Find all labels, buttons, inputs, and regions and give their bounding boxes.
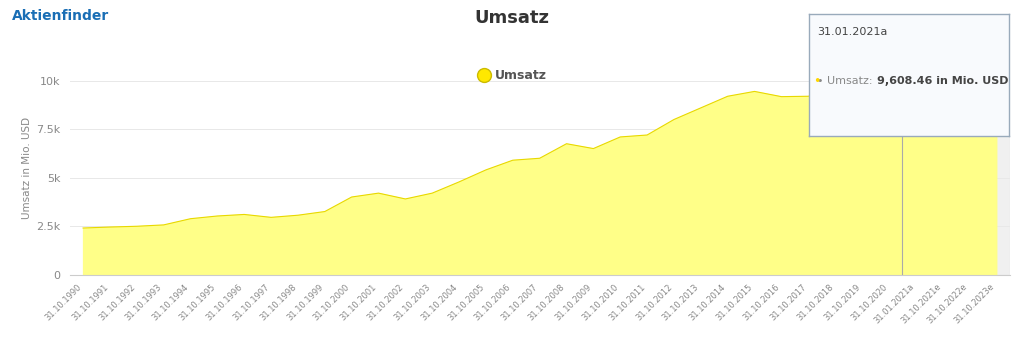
- Text: •: •: [813, 75, 820, 88]
- Text: • Umsatz:: • Umsatz:: [817, 76, 877, 86]
- Bar: [902, 61, 1010, 275]
- Text: Prognose: Prognose: [924, 86, 975, 95]
- Text: Umsatz: Umsatz: [474, 9, 550, 27]
- Text: 31.01.2021a: 31.01.2021a: [817, 27, 888, 37]
- Legend: Umsatz: Umsatz: [472, 64, 552, 87]
- Text: Aktienfinder: Aktienfinder: [12, 9, 110, 23]
- Text: 9,608.46 in Mio. USD: 9,608.46 in Mio. USD: [877, 76, 1008, 86]
- Y-axis label: Umsatz in Mio. USD: Umsatz in Mio. USD: [23, 117, 32, 219]
